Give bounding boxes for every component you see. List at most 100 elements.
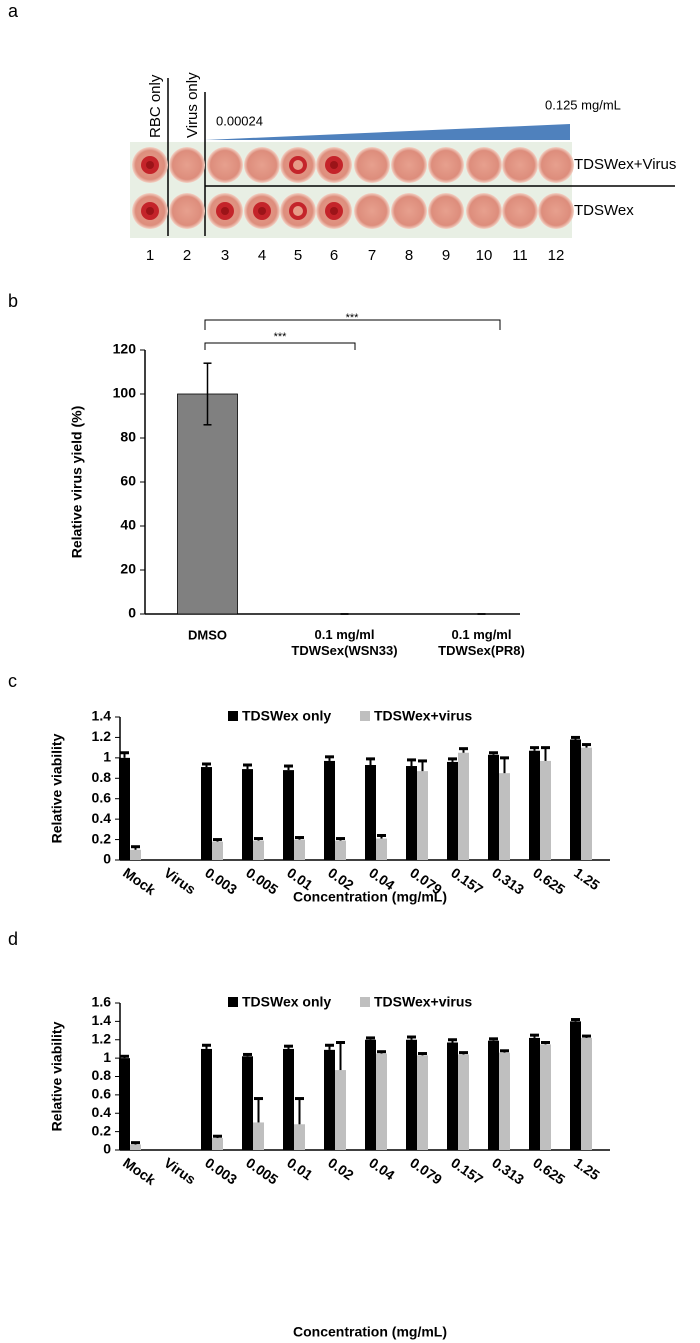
x-tick-label: 1.25 <box>571 864 603 893</box>
x-tick-label: 0.079 <box>407 1154 445 1187</box>
bar <box>529 1037 540 1150</box>
x-tick-label: DMSO <box>188 627 227 642</box>
y-tick-label: 0.6 <box>92 1086 112 1102</box>
well <box>354 193 390 229</box>
x-tick-label: 0.625 <box>530 1154 568 1187</box>
legend-label: TDSWex only <box>242 708 331 724</box>
well <box>502 147 538 183</box>
bar <box>540 760 551 860</box>
x-tick-label: 0.003 <box>202 1154 240 1187</box>
y-tick-label: 0 <box>128 605 136 621</box>
y-axis-label: Relative virus yield (%) <box>69 406 85 559</box>
well-button-center <box>146 207 154 215</box>
well-button-center <box>330 161 338 169</box>
well <box>466 147 502 183</box>
x-tick-label: 0.313 <box>489 864 527 897</box>
bar <box>119 757 130 860</box>
bar <box>365 765 376 860</box>
y-axis-label: Relative viability <box>49 733 65 843</box>
x-axis-label: Concentration (mg/mL) <box>293 1324 447 1340</box>
bar <box>283 770 294 860</box>
bar <box>570 739 581 860</box>
y-tick-label: 0.4 <box>92 1104 112 1120</box>
bar <box>529 750 540 860</box>
well <box>466 193 502 229</box>
bar <box>406 1039 417 1150</box>
well-number: 5 <box>294 247 302 264</box>
well <box>391 193 427 229</box>
panel-label: d <box>8 929 18 949</box>
well-number: 1 <box>146 247 154 264</box>
bar <box>242 769 253 860</box>
bar <box>406 766 417 860</box>
bar <box>417 1055 428 1150</box>
well <box>538 193 574 229</box>
bar <box>488 754 499 860</box>
gradient-triangle <box>205 124 570 140</box>
bar <box>458 1054 469 1150</box>
panel-label: c <box>8 671 17 691</box>
y-tick-label: 0.2 <box>92 1122 112 1138</box>
column-label: RBC only <box>147 74 164 138</box>
well <box>169 193 205 229</box>
bar <box>253 840 264 860</box>
bar <box>335 1070 346 1150</box>
well-number: 10 <box>476 247 493 264</box>
well-number: 7 <box>368 247 376 264</box>
x-tick-label: 0.1 mg/ml TDWSex(WSN33) <box>291 627 397 658</box>
x-tick-label: 0.157 <box>448 1154 486 1187</box>
bar <box>488 1040 499 1150</box>
y-tick-label: 0 <box>103 1141 111 1157</box>
bar <box>335 840 346 860</box>
x-tick-label: Virus <box>161 864 199 897</box>
legend-swatch <box>360 997 370 1007</box>
bar <box>447 761 458 860</box>
well-button-center <box>258 207 266 215</box>
x-tick-label: 0.01 <box>284 1154 316 1183</box>
significance-label: *** <box>274 331 288 343</box>
well <box>538 147 574 183</box>
legend-label: TDSWex only <box>242 994 331 1010</box>
y-tick-label: 1.4 <box>92 708 112 724</box>
bar <box>212 1138 223 1150</box>
well-button-center <box>221 207 229 215</box>
y-tick-label: 1.2 <box>92 1030 112 1046</box>
well-number: 9 <box>442 247 450 264</box>
bar <box>570 1021 581 1150</box>
x-tick-label: 0.157 <box>448 864 486 897</box>
bar <box>242 1056 253 1150</box>
gradient-end: 0.125 mg/mL <box>545 97 621 112</box>
well <box>502 193 538 229</box>
well-number: 8 <box>405 247 413 264</box>
x-tick-label: 0.625 <box>530 864 568 897</box>
x-tick-label: Mock <box>120 864 159 898</box>
x-tick-label: Mock <box>120 1154 159 1188</box>
row-label: TDSWex+Virus <box>574 156 676 173</box>
bar <box>119 1058 130 1150</box>
column-label: Virus only <box>184 72 201 138</box>
bar <box>201 767 212 860</box>
y-tick-label: 0.6 <box>92 789 112 805</box>
bar <box>417 771 428 860</box>
y-tick-label: 120 <box>113 341 137 357</box>
x-axis-label: Concentration (mg/mL) <box>293 889 447 905</box>
x-tick-label: 0.003 <box>202 864 240 897</box>
well-number: 12 <box>548 247 565 264</box>
legend-label: TDSWex+virus <box>374 708 472 724</box>
y-tick-label: 0.8 <box>92 1067 112 1083</box>
x-tick-label: Virus <box>161 1154 199 1187</box>
well-number: 2 <box>183 247 191 264</box>
bar <box>376 1053 387 1150</box>
y-tick-label: 1 <box>103 1049 111 1065</box>
well-button-center <box>146 161 154 169</box>
y-tick-label: 1.6 <box>92 994 112 1010</box>
bar <box>540 1044 551 1150</box>
y-tick-label: 0.4 <box>92 810 112 826</box>
well-number: 3 <box>221 247 229 264</box>
x-tick-label: 0.02 <box>325 1154 357 1183</box>
bar <box>499 1052 510 1150</box>
bar <box>499 773 510 860</box>
y-tick-label: 0.8 <box>92 769 112 785</box>
